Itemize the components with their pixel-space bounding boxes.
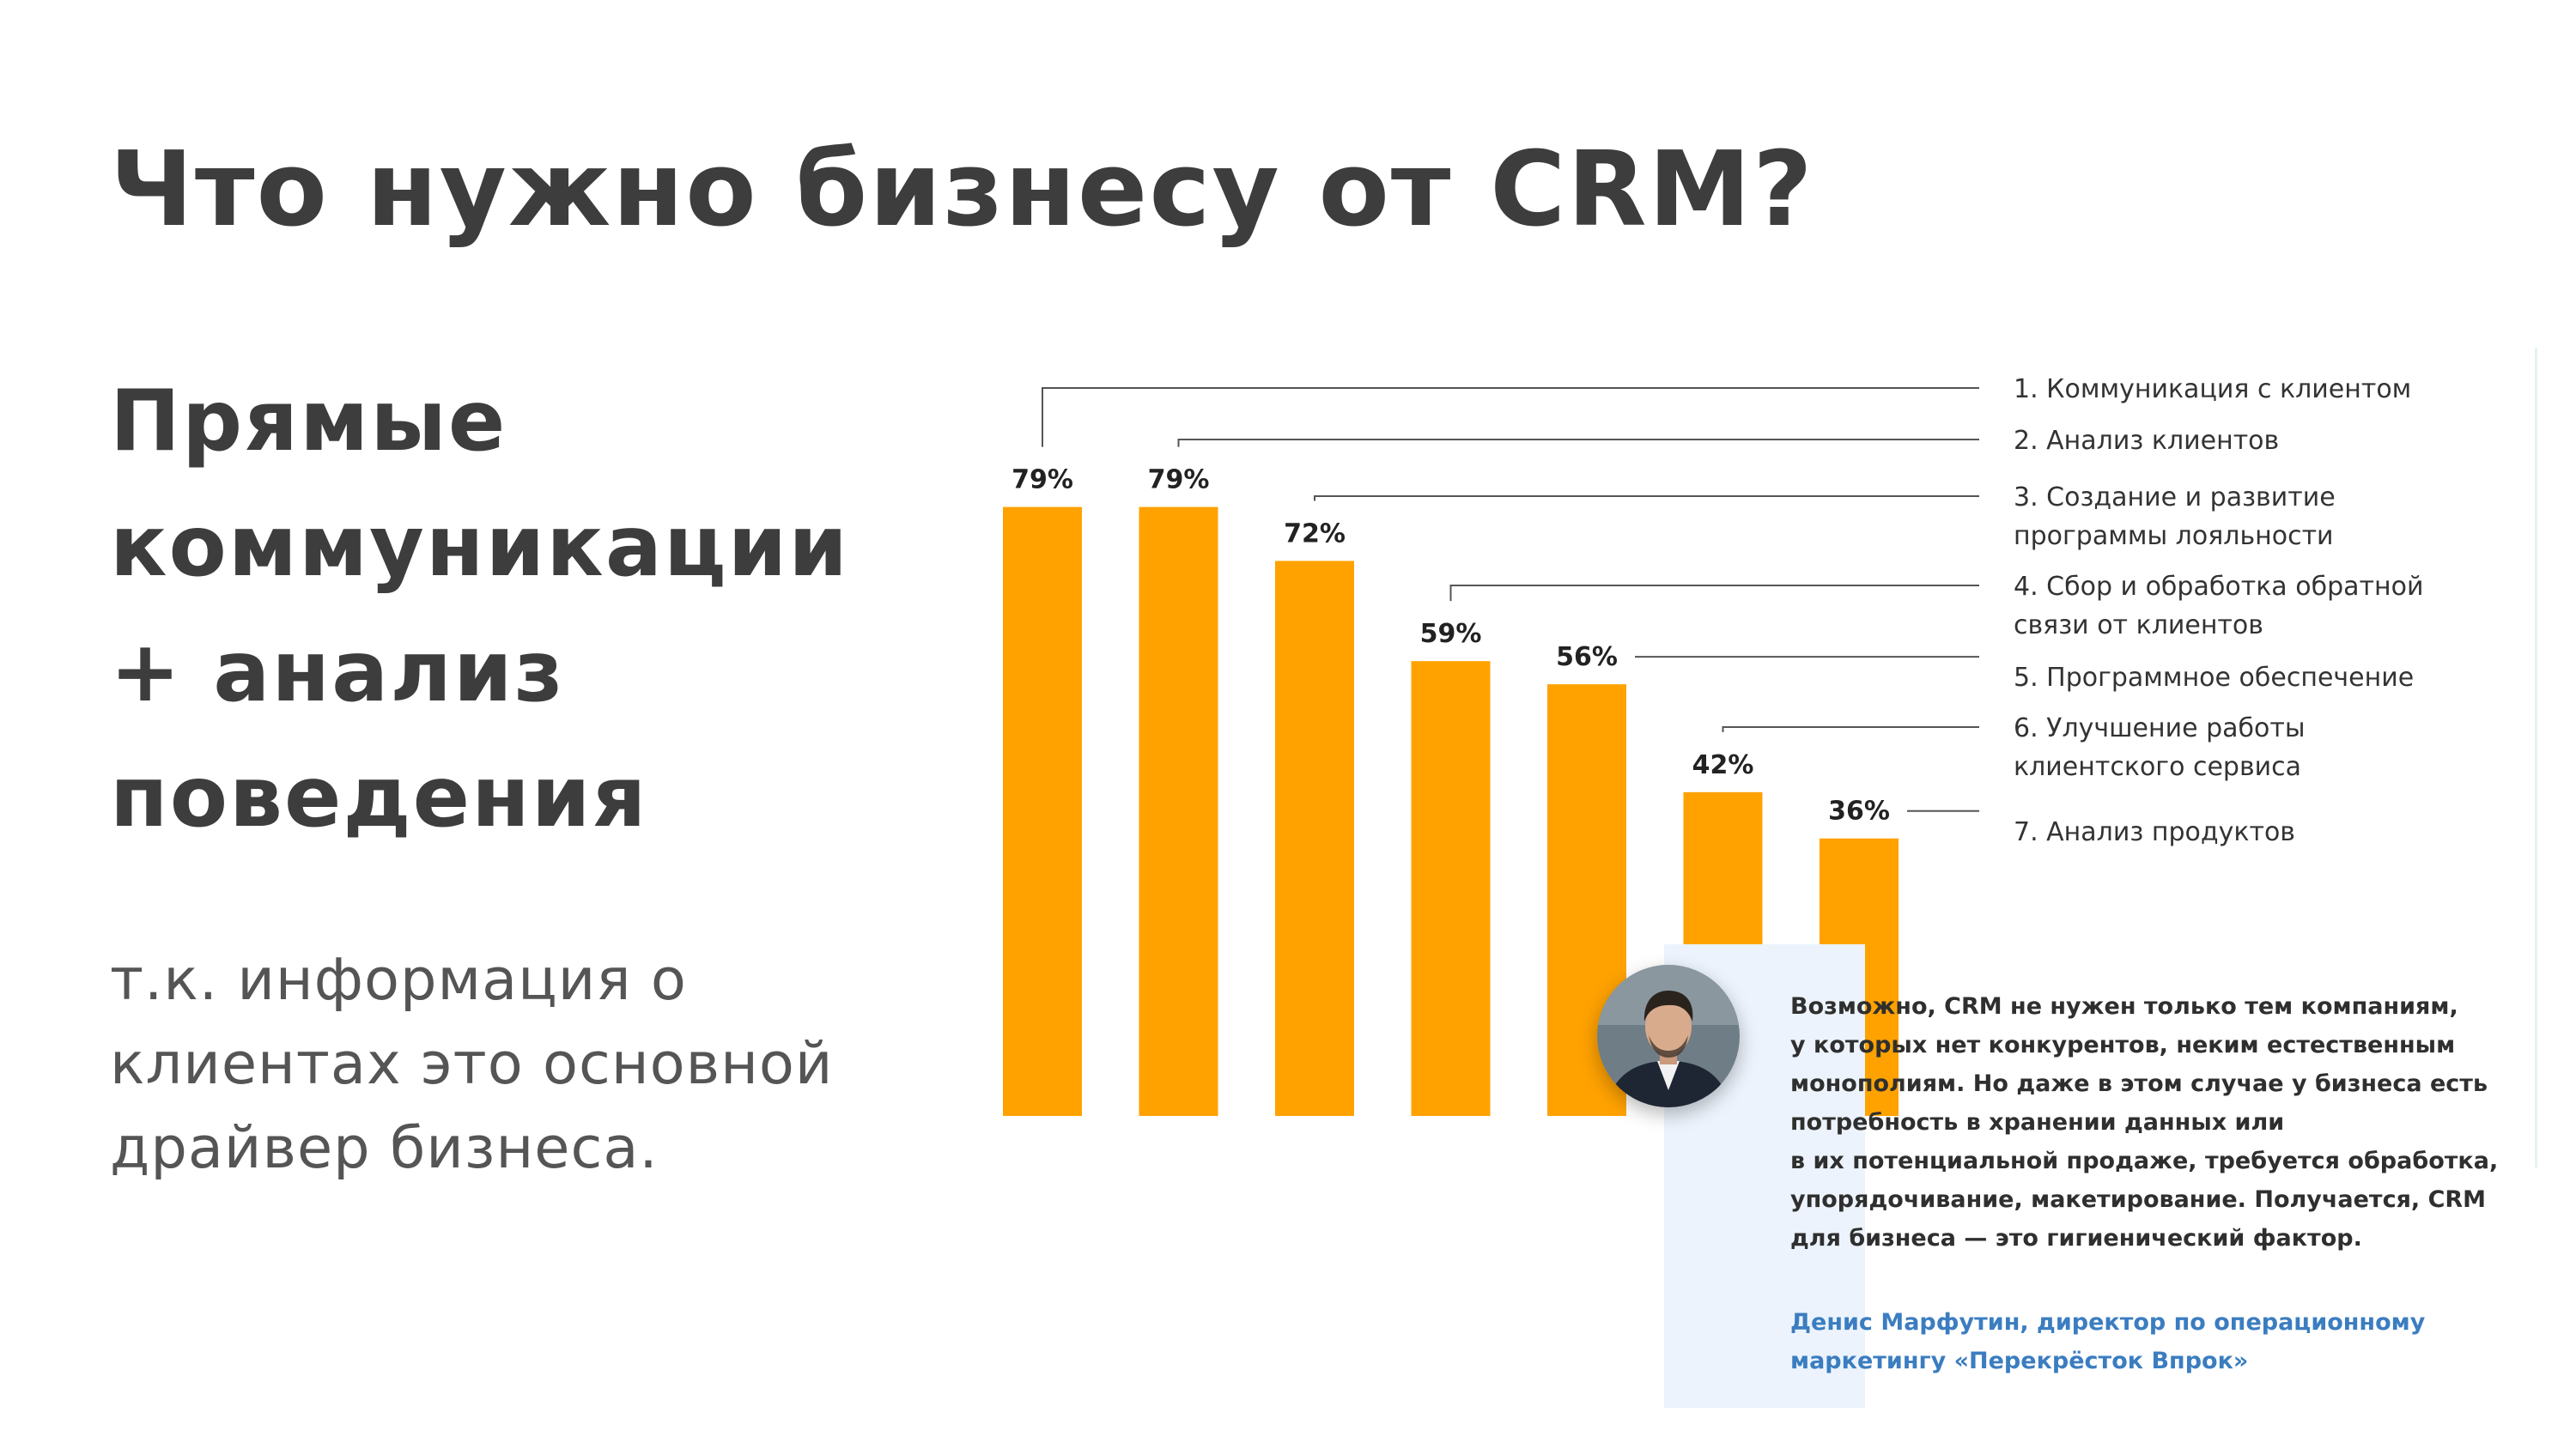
category-label: клиентского сервиса <box>2014 752 2301 782</box>
subtitle: Прямые коммуникации + анализ поведения <box>110 359 849 860</box>
value-label: 79% <box>1148 465 1210 495</box>
subtitle-line: поведения <box>110 749 648 846</box>
page-title: Что нужно бизнесу от CRM? <box>110 130 1814 250</box>
note-line: драйвер бизнеса. <box>110 1114 659 1181</box>
quote-text: Возможно, CRM не нужен только тем компан… <box>1790 987 2529 1258</box>
author-line: Денис Марфутин, директор по операционном… <box>1790 1309 2426 1336</box>
category-label: 3. Создание и развитие <box>2014 482 2336 512</box>
value-label: 36% <box>1828 797 1890 827</box>
category-label: 4. Сбор и обработка обратной <box>2014 572 2423 602</box>
connector-line <box>1722 726 1979 732</box>
value-label: 72% <box>1284 518 1346 549</box>
category-label: 2. Анализ клиентов <box>2014 426 2279 456</box>
subtitle-line: + анализ <box>110 623 565 721</box>
connector-line <box>1177 439 1979 447</box>
bar <box>1275 561 1354 1116</box>
value-label: 59% <box>1420 619 1482 649</box>
category-label: 1. Коммуникация с клиентом <box>2014 374 2411 404</box>
bar <box>1003 506 1082 1116</box>
value-label: 79% <box>1012 465 1073 495</box>
quote-line: Возможно, CRM не нужен только тем компан… <box>1790 993 2458 1020</box>
quote-author: Денис Марфутин, директор по операционном… <box>1790 1303 2529 1380</box>
note-line: т.к. информация о <box>110 946 687 1013</box>
value-label: 56% <box>1556 642 1618 672</box>
category-label: 7. Анализ продуктов <box>2014 817 2295 847</box>
note-text: т.к. информация о клиентах это основной … <box>110 937 833 1190</box>
subtitle-line: Прямые <box>110 373 507 470</box>
connector-line <box>1449 585 1979 602</box>
connector-line <box>1314 495 1979 501</box>
quote-line: монополиям. Но даже в этом случае у бизн… <box>1790 1070 2488 1097</box>
category-label: 6. Улучшение работы <box>2014 713 2306 743</box>
category-label: связи от клиентов <box>2014 610 2263 640</box>
quote-line: упорядочивание, макетирование. Получаетс… <box>1790 1186 2487 1213</box>
subtitle-line: коммуникации <box>110 498 849 596</box>
avatar <box>1597 965 1740 1107</box>
category-label: программы лояльности <box>2014 521 2334 551</box>
right-divider <box>2535 348 2537 1167</box>
quote-line: для бизнеса — это гигиенический фактор. <box>1790 1225 2362 1252</box>
connector-line <box>1042 387 1979 447</box>
quote-line: у которых нет конкурентов, неким естеств… <box>1790 1032 2456 1058</box>
value-label: 42% <box>1692 750 1754 780</box>
quote-line: в их потенциальной продаже, требуется об… <box>1790 1148 2499 1174</box>
bar <box>1411 661 1491 1116</box>
bar <box>1139 506 1218 1116</box>
category-label: 5. Программное обеспечение <box>2014 663 2414 693</box>
quote-line: потребность в хранении данных или <box>1790 1109 2285 1136</box>
note-line: клиентах это основной <box>110 1030 834 1097</box>
author-line: маркетингу «Перекрёсток Впрок» <box>1790 1348 2249 1374</box>
